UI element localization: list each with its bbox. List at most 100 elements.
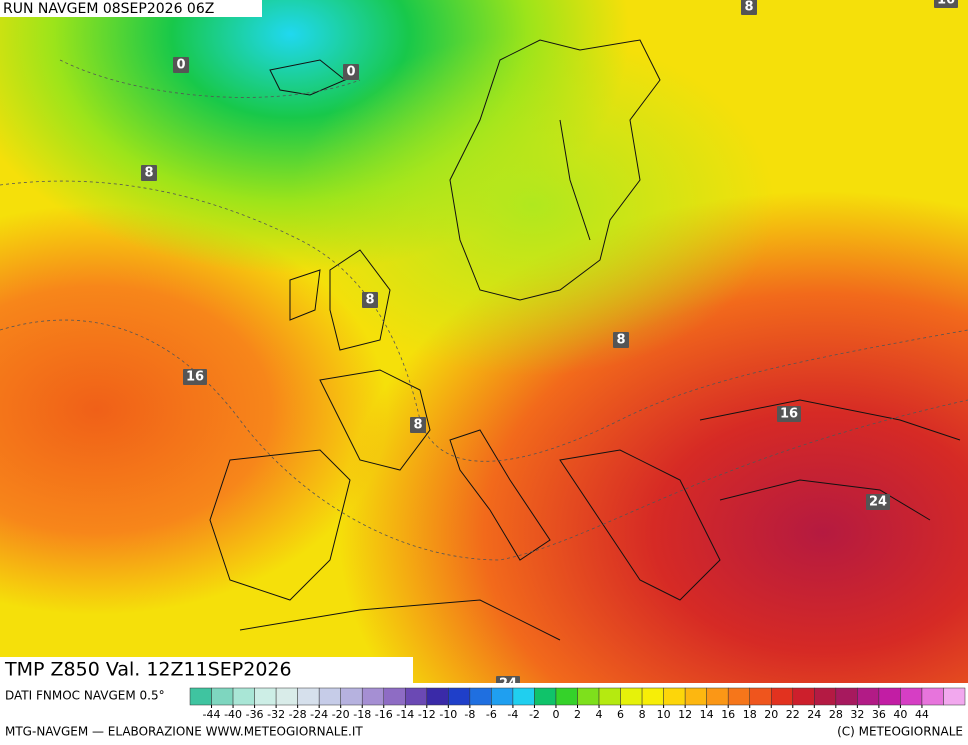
contour-label: 16: [186, 370, 204, 385]
legend-label: -20: [332, 708, 350, 721]
title-box: [0, 657, 413, 683]
contour-label: 8: [413, 418, 422, 433]
legend-label: -28: [289, 708, 307, 721]
contour-label: 0: [176, 58, 185, 73]
legend-label: 2: [574, 708, 581, 721]
contour-label: 24: [869, 495, 887, 510]
legend-label: 20: [764, 708, 778, 721]
contour-label-box: [934, 0, 958, 8]
color-swatch: [512, 687, 535, 706]
color-swatch: [405, 687, 428, 706]
color-swatch: [641, 687, 664, 706]
footer-left: MTG-NAVGEM — ELABORAZIONE WWW.METEOGIORN…: [5, 725, 363, 739]
legend-label: 10: [657, 708, 671, 721]
contour-label: 16: [780, 407, 798, 422]
color-swatch: [254, 687, 277, 706]
legend-label: -16: [375, 708, 393, 721]
map: [0, 0, 968, 683]
color-swatch: [814, 687, 837, 706]
color-swatch: [318, 687, 341, 706]
contour-label-box: [183, 369, 207, 385]
legend-label: 14: [700, 708, 714, 721]
map-title: TMP Z850 Val. 12Z11SEP2026: [4, 659, 292, 681]
legend-label: 24: [807, 708, 821, 721]
legend-label: 4: [596, 708, 603, 721]
color-swatch: [835, 687, 858, 706]
color-swatch: [577, 687, 600, 706]
color-swatch: [340, 687, 363, 706]
contour-label-box: [613, 332, 629, 348]
color-swatch: [684, 687, 707, 706]
color-swatch: [189, 687, 212, 706]
color-swatch: [534, 687, 557, 706]
run-label: RUN NAVGEM 08SEP2026 06Z: [3, 1, 214, 17]
legend-label: 12: [678, 708, 692, 721]
color-swatch: [663, 687, 686, 706]
isotherms: [0, 59, 968, 561]
legend-label: -4: [507, 708, 518, 721]
color-swatch: [727, 687, 750, 706]
contour-label-box: [343, 64, 359, 80]
contour-label: 16: [937, 0, 955, 8]
legend-label: 22: [786, 708, 800, 721]
legend-label: 16: [721, 708, 735, 721]
source-label: DATI FNMOC NAVGEM 0.5°: [5, 689, 165, 703]
color-swatch: [620, 687, 643, 706]
color-swatch: [598, 687, 621, 706]
legend-label: -18: [353, 708, 371, 721]
contour-label: 8: [744, 0, 753, 15]
color-swatch: [706, 687, 729, 706]
contour-label: 8: [365, 293, 374, 308]
color-swatch: [383, 687, 406, 706]
color-swatch: [878, 687, 901, 706]
contour-label-box: [777, 406, 801, 422]
contour-label: 8: [616, 333, 625, 348]
legend-label: -12: [418, 708, 436, 721]
color-swatch: [448, 687, 471, 706]
color-swatch: [555, 687, 578, 706]
legend-label: -40: [224, 708, 242, 721]
legend-label: 8: [639, 708, 646, 721]
color-swatch: [426, 687, 449, 706]
color-swatch: [857, 687, 880, 706]
color-swatch: [469, 687, 492, 706]
legend-label: 40: [893, 708, 907, 721]
legend-label: -14: [396, 708, 414, 721]
contour-label-box: [410, 417, 426, 433]
color-swatch: [900, 687, 923, 706]
contour-label-box: [362, 292, 378, 308]
legend-label: 36: [872, 708, 886, 721]
legend-label: -2: [529, 708, 540, 721]
contour-label-box: [741, 0, 757, 15]
color-swatch: [749, 687, 772, 706]
contour-labels: 00888881616241624: [141, 0, 958, 692]
legend-label: -6: [486, 708, 497, 721]
color-swatch: [361, 687, 385, 706]
legend-label: -44: [203, 708, 221, 721]
cool-centre: [0, 0, 968, 683]
contour-label-box: [141, 165, 157, 181]
contour-label: 8: [144, 166, 153, 181]
contour-label-box: [866, 494, 890, 510]
color-swatch: [211, 687, 234, 706]
color-swatch: [792, 687, 815, 706]
color-swatch: [943, 687, 966, 706]
color-swatch: [232, 687, 255, 706]
legend-label: -10: [439, 708, 457, 721]
legend-label: -36: [246, 708, 264, 721]
footer-right: (C) METEOGIORNALE: [837, 725, 963, 739]
legend-label: 44: [915, 708, 929, 721]
color-swatch: [275, 687, 298, 706]
legend-label: 18: [743, 708, 757, 721]
legend-label: 28: [829, 708, 843, 721]
legend-label: -32: [267, 708, 285, 721]
color-swatch: [771, 687, 794, 706]
coastlines: [209, 39, 961, 641]
color-swatch: [921, 687, 944, 706]
color-swatch: [297, 687, 320, 706]
legend-label: 6: [617, 708, 624, 721]
legend-label: -8: [464, 708, 475, 721]
legend-label: 32: [850, 708, 864, 721]
color-swatch: [491, 687, 514, 706]
